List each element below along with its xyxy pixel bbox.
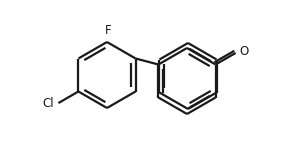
- Text: F: F: [105, 24, 111, 37]
- Text: Cl: Cl: [43, 97, 55, 109]
- Text: O: O: [240, 45, 249, 59]
